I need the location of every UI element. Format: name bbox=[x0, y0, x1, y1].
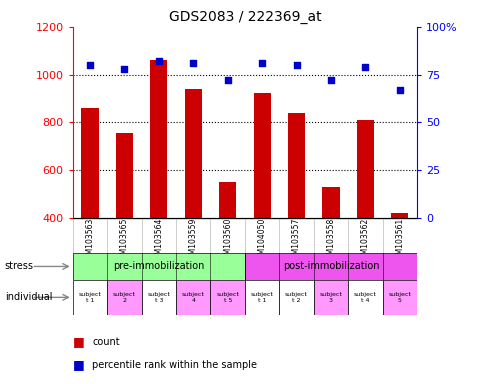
Bar bbox=[176, 280, 210, 315]
Text: GSM103564: GSM103564 bbox=[154, 218, 163, 265]
Text: ■: ■ bbox=[73, 335, 84, 348]
Point bbox=[189, 60, 197, 66]
Title: GDS2083 / 222369_at: GDS2083 / 222369_at bbox=[168, 10, 320, 25]
Point bbox=[223, 77, 231, 83]
Bar bbox=[210, 280, 244, 315]
Bar bbox=[287, 113, 304, 314]
Text: GSM103560: GSM103560 bbox=[223, 218, 232, 265]
Point bbox=[257, 60, 265, 66]
Point bbox=[154, 58, 162, 65]
Text: stress: stress bbox=[5, 262, 34, 271]
Bar bbox=[150, 60, 167, 314]
Text: GSM103563: GSM103563 bbox=[85, 218, 94, 265]
Bar bbox=[253, 93, 270, 314]
Bar bbox=[313, 280, 348, 315]
Bar bbox=[141, 280, 176, 315]
Text: GSM103562: GSM103562 bbox=[360, 218, 369, 264]
Text: subject
4: subject 4 bbox=[182, 292, 204, 303]
Point bbox=[120, 66, 128, 72]
Bar bbox=[391, 213, 408, 314]
Text: subject
t 1: subject t 1 bbox=[250, 292, 273, 303]
Text: GSM103561: GSM103561 bbox=[394, 218, 404, 264]
Bar bbox=[81, 108, 98, 314]
Text: GSM103558: GSM103558 bbox=[326, 218, 335, 264]
Bar bbox=[184, 89, 201, 314]
Bar bbox=[116, 133, 133, 314]
Text: GSM103557: GSM103557 bbox=[291, 218, 301, 265]
Text: GSM103565: GSM103565 bbox=[120, 218, 129, 265]
Point bbox=[361, 64, 368, 70]
Bar bbox=[244, 280, 279, 315]
Text: subject
3: subject 3 bbox=[319, 292, 342, 303]
Text: pre-immobilization: pre-immobilization bbox=[113, 262, 204, 271]
Text: count: count bbox=[92, 337, 120, 347]
Bar bbox=[356, 120, 373, 314]
Bar bbox=[244, 253, 416, 280]
Text: subject
t 3: subject t 3 bbox=[147, 292, 170, 303]
Point bbox=[86, 62, 93, 68]
Text: percentile rank within the sample: percentile rank within the sample bbox=[92, 360, 257, 370]
Text: individual: individual bbox=[5, 292, 52, 302]
Point bbox=[292, 62, 300, 68]
Bar bbox=[219, 182, 236, 314]
Bar bbox=[382, 280, 416, 315]
Text: ■: ■ bbox=[73, 358, 84, 371]
Bar bbox=[73, 280, 107, 315]
Text: subject
t 2: subject t 2 bbox=[285, 292, 307, 303]
Point bbox=[326, 77, 334, 83]
Bar bbox=[107, 280, 141, 315]
Text: subject
5: subject 5 bbox=[388, 292, 410, 303]
Bar bbox=[73, 253, 244, 280]
Text: subject
t 5: subject t 5 bbox=[216, 292, 239, 303]
Bar bbox=[279, 280, 313, 315]
Text: GSM103559: GSM103559 bbox=[188, 218, 197, 265]
Point bbox=[395, 87, 403, 93]
Bar bbox=[322, 187, 339, 314]
Text: post-immobilization: post-immobilization bbox=[282, 262, 378, 271]
Text: subject
t 4: subject t 4 bbox=[353, 292, 376, 303]
Text: GSM104050: GSM104050 bbox=[257, 218, 266, 265]
Text: subject
t 1: subject t 1 bbox=[78, 292, 101, 303]
Text: subject
2: subject 2 bbox=[113, 292, 136, 303]
Bar bbox=[348, 280, 382, 315]
